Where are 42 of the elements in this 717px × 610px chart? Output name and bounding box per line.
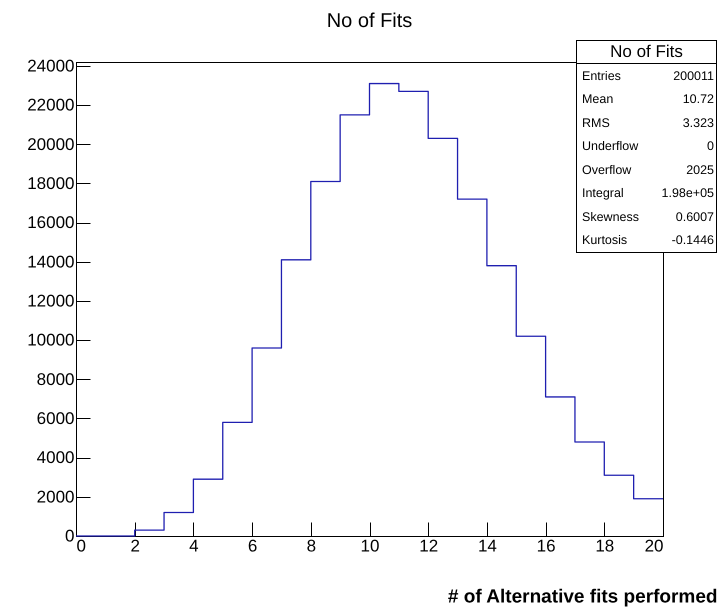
y-tick-label: 18000 (27, 174, 74, 193)
text: 0.6007 (676, 210, 714, 224)
annotation: Overflow (582, 162, 632, 177)
x-axis-title: # of Alternative fits performed (448, 586, 717, 608)
x-tick-label: 16 (536, 536, 556, 556)
y-tick-label: 14000 (27, 252, 74, 272)
chart-title: No of Fits (326, 10, 412, 32)
y-tick-label: 20000 (27, 134, 74, 154)
y-tick-label: 4000 (36, 448, 74, 468)
text: -0.1446 (672, 233, 714, 248)
x-tick-label: 12 (419, 536, 438, 556)
annotation: Skewness (582, 210, 639, 224)
text: 200011 (673, 68, 714, 83)
y-tick-label: 22000 (27, 96, 74, 115)
annotation: Integral (582, 186, 624, 200)
annotation: Mean (582, 92, 614, 106)
y-tick-label: 12000 (27, 291, 74, 310)
text: 2025 (686, 162, 714, 177)
y-tick-label: 16000 (27, 213, 74, 232)
x-tick-label: 10 (360, 536, 380, 556)
annotation: Entries (582, 68, 621, 83)
x-tick-label: 20 (644, 536, 664, 556)
y-tick-label: 2000 (36, 487, 74, 506)
x-tick-label: 14 (478, 536, 497, 556)
text: No of Fits (577, 41, 716, 64)
x-tick-label: 6 (248, 536, 258, 556)
annotation: Underflow (582, 139, 638, 154)
text: 0 (707, 139, 714, 154)
text: 3.323 (682, 116, 714, 130)
y-tick-label: 10000 (27, 330, 74, 350)
annotation: 1.98e+05 (662, 186, 714, 200)
annotation: RMS (582, 116, 610, 130)
x-tick-label: 2 (130, 536, 140, 556)
x-tick-label: 8 (306, 536, 316, 556)
x-tick-label: 0 (76, 536, 86, 556)
text: 10.72 (682, 92, 714, 106)
y-tick-label: 8000 (36, 370, 74, 389)
annotation: Kurtosis (582, 233, 628, 248)
x-tick-label: 4 (189, 536, 199, 556)
x-tick-label: 18 (595, 536, 614, 556)
y-tick-label: 24000 (27, 56, 74, 76)
y-tick-label: 6000 (36, 408, 74, 428)
